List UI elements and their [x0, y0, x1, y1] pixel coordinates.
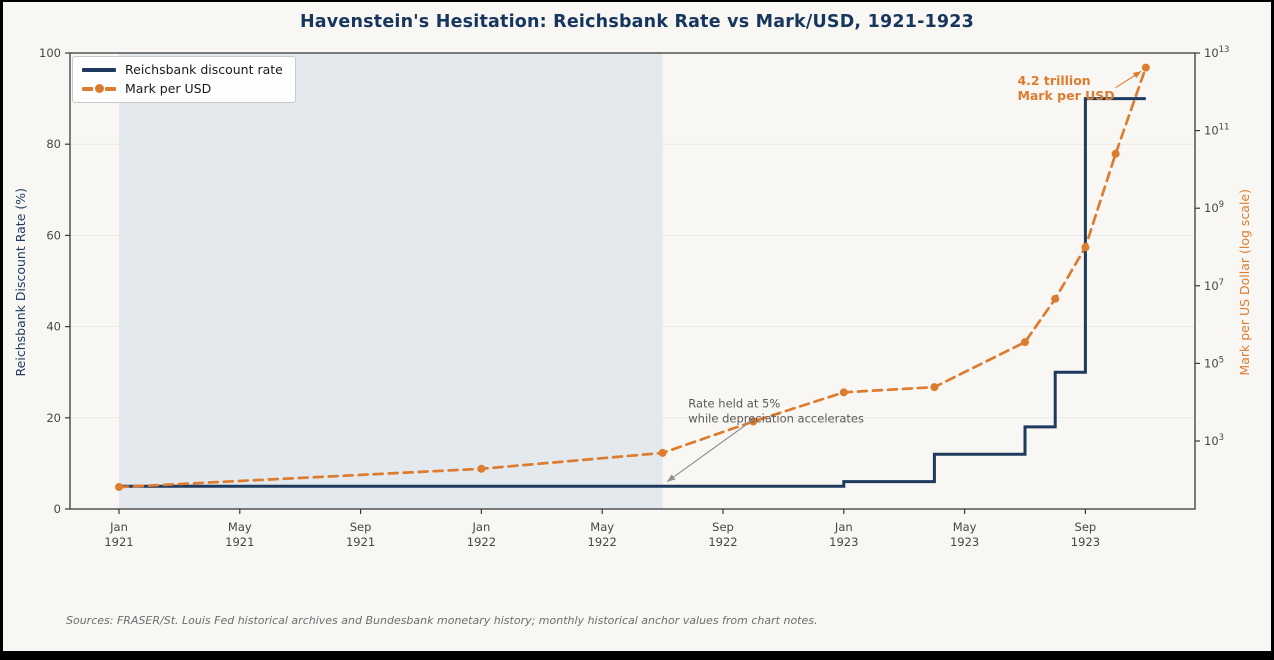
- mark-per-usd-point: [1021, 338, 1029, 347]
- x-tick-label-year: 1922: [588, 535, 617, 549]
- legend-label-mark-per-usd: Mark per USD: [125, 80, 212, 96]
- annotation-text: while depreciation accelerates: [688, 411, 864, 425]
- mark-per-usd-point: [477, 464, 486, 473]
- legend-item-mark-per-usd: Mark per USD: [82, 80, 283, 96]
- x-tick-label-month: Sep: [712, 520, 734, 534]
- x-tick-label-month: Sep: [350, 520, 372, 534]
- legend: Reichsbank discount rate Mark per USD: [72, 56, 296, 103]
- discount-rate-line: [119, 97, 1146, 488]
- mark-per-usd-point: [1081, 243, 1090, 252]
- plot-border: [69, 52, 1196, 510]
- right-tick-label: 107: [1204, 278, 1224, 293]
- mark-per-usd-point: [930, 383, 939, 392]
- left-tick-label: 20: [46, 411, 61, 425]
- right-tick-label: 109: [1204, 200, 1224, 215]
- left-tick-label: 40: [46, 320, 61, 334]
- x-tick-label-year: 1921: [346, 535, 375, 549]
- left-tick-label: 80: [46, 137, 61, 151]
- annotation-text: Rate held at 5%: [688, 396, 780, 410]
- legend-label-discount-rate: Reichsbank discount rate: [125, 62, 283, 77]
- annotation-arrowhead: [1132, 71, 1142, 79]
- x-tick-label-year: 1922: [467, 535, 496, 549]
- mark-per-usd-point: [1051, 294, 1060, 303]
- left-axis-label: Reichsbank Discount Rate (%): [13, 187, 28, 377]
- chart-canvas: Havenstein's Hesitation: Reichsbank Rate…: [3, 2, 1271, 651]
- discount-rate-line-swatch: [82, 68, 116, 73]
- right-axis-label: Mark per US Dollar (log scale): [1237, 188, 1252, 376]
- annotation-arrowhead: [667, 474, 676, 482]
- plot-area: 02040608010010310510710910111013Jan1921M…: [39, 45, 1229, 549]
- annotation-text: 4.2 trillion: [1017, 73, 1090, 88]
- x-tick-label-year: 1922: [708, 535, 737, 549]
- x-tick-label-month: May: [953, 520, 977, 534]
- annotation-text: Mark per USD: [1017, 88, 1114, 103]
- left-tick-label: 100: [39, 46, 61, 60]
- mark-per-usd-point: [749, 417, 758, 426]
- x-tick-label-month: Jan: [472, 520, 491, 534]
- mark-per-usd-point: [1111, 149, 1120, 158]
- right-tick-label: 1011: [1204, 123, 1229, 138]
- x-tick-label-year: 1921: [225, 535, 254, 549]
- x-tick-label-month: Sep: [1075, 520, 1097, 534]
- right-tick-label: 105: [1204, 355, 1224, 370]
- x-tick-label-month: Jan: [834, 520, 853, 534]
- source-note: Sources: FRASER/St. Louis Fed historical…: [66, 614, 818, 627]
- x-tick-label-year: 1923: [1071, 535, 1100, 549]
- mark-per-usd-point: [115, 483, 123, 492]
- x-tick-label-year: 1923: [950, 535, 979, 549]
- mark-per-usd-point: [658, 448, 667, 457]
- mark-per-usd-point: [839, 388, 848, 397]
- mark-per-usd-point: [1141, 63, 1150, 72]
- x-tick-label-year: 1923: [829, 535, 858, 549]
- left-tick-label: 60: [46, 228, 61, 242]
- x-tick-label-year: 1921: [104, 535, 133, 549]
- x-tick-label-month: May: [590, 520, 614, 534]
- chart-title: Havenstein's Hesitation: Reichsbank Rate…: [299, 12, 975, 32]
- x-tick-label-month: May: [228, 520, 252, 534]
- right-tick-label: 1013: [1204, 45, 1229, 60]
- annotation-arrow: [666, 419, 754, 483]
- rate-held-shaded-band: [119, 53, 663, 509]
- legend-item-discount-rate: Reichsbank discount rate: [82, 62, 283, 77]
- x-tick-label-month: Jan: [109, 520, 128, 534]
- left-tick-label: 0: [54, 502, 61, 516]
- right-tick-label: 103: [1204, 433, 1224, 448]
- mark-per-usd-line-swatch: [82, 84, 116, 94]
